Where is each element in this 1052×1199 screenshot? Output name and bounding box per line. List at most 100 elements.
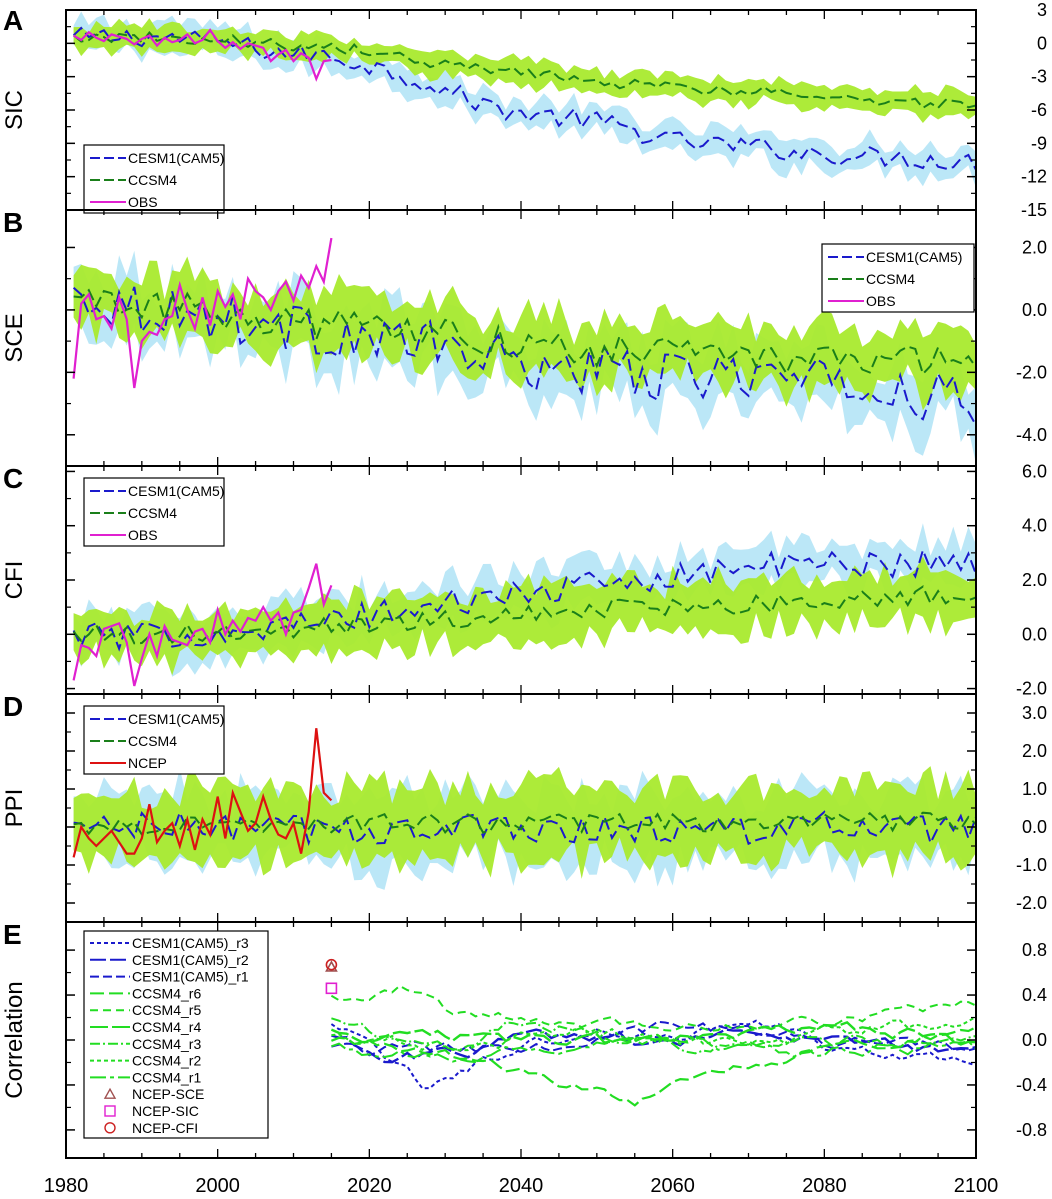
- ytick-label: 2.0: [1022, 570, 1047, 590]
- series-ccsm4: [73, 811, 976, 836]
- legend-label-cesm_r3: CESM1(CAM5)_r3: [132, 935, 249, 951]
- plot-area-e: [325, 958, 976, 1107]
- legend-label-ccsm: CCSM4: [128, 733, 177, 749]
- panel-a: 3 0 -3 -6 -9 -12 -15 A SIC CESM1(CAM5) CCSM4 OBS: [1, 0, 1047, 220]
- band-ccsm4: [73, 766, 976, 879]
- x-axis: 1980 2000 2020 2040 2060 2080 2100: [44, 1175, 999, 1197]
- plot-area-a: [72, 11, 976, 188]
- xtick-label: 2020: [347, 1175, 392, 1197]
- ytick-label: 3.0: [1022, 703, 1047, 723]
- ytick-label: -0.4: [1016, 1075, 1047, 1095]
- series-ccsm4-r5: [330, 984, 976, 1032]
- ytick-label: -15: [1021, 200, 1047, 220]
- legend-label-obs: OBS: [866, 293, 896, 309]
- legend-label-cesm_r2: CESM1(CAM5)_r2: [132, 952, 249, 968]
- series-ccsm4-r2: [331, 1015, 976, 1052]
- panel-letter: B: [3, 207, 23, 238]
- series-ncep: [72, 728, 333, 858]
- legend-label-ccsm_r4: CCSM4_r4: [132, 1019, 201, 1035]
- panel-b: 2.0 0.0 -2.0 -4.0 B SCE CESM1(CAM5) CCSM4 OBS: [1, 207, 1047, 467]
- legend-swatch-m_sic: [104, 1105, 116, 1117]
- plot-area-b: [72, 237, 976, 464]
- plot-area-c: [72, 523, 976, 687]
- legend-label-ccsm_r6: CCSM4_r6: [132, 985, 201, 1001]
- legend: CESM1(CAM5) CCSM4 NCEP: [83, 705, 225, 775]
- band-ccsm4: [73, 556, 976, 676]
- legend-label-cesm: CESM1(CAM5): [128, 483, 224, 499]
- panel-letter: C: [3, 463, 23, 494]
- xtick-label: 2040: [499, 1175, 544, 1197]
- ytick-label: 3: [1037, 0, 1047, 20]
- series-cesm1-cam5-: [72, 286, 976, 426]
- panel-letter: A: [3, 5, 23, 36]
- y-axis-label: CFI: [1, 561, 28, 600]
- ytick-label: 6.0: [1022, 461, 1047, 481]
- ytick-label: -2.0: [1016, 679, 1047, 699]
- marker-ncep-cfi: [325, 958, 338, 971]
- xtick-label: 2080: [802, 1175, 847, 1197]
- legend-label-obs: OBS: [128, 194, 158, 210]
- legend-label-obs: OBS: [128, 527, 158, 543]
- band-ccsm4: [73, 18, 976, 123]
- legend-label-ccsm_r5: CCSM4_r5: [132, 1002, 201, 1018]
- ytick-label: -6: [1031, 100, 1047, 120]
- ytick-label: -2.0: [1016, 362, 1047, 382]
- legend-label-m_sic: NCEP-SIC: [132, 1103, 199, 1119]
- legend: CESM1(CAM5)_r3CESM1(CAM5)_r2CESM1(CAM5)_…: [83, 930, 269, 1139]
- plot-area-d: [72, 728, 976, 890]
- ytick-label: 0.4: [1022, 985, 1047, 1005]
- legend-label-ccsm_r2: CCSM4_r2: [132, 1053, 201, 1069]
- legend-label-m_sce: NCEP-SCE: [132, 1086, 204, 1102]
- legend-label-cesm: CESM1(CAM5): [866, 249, 962, 265]
- marker-ncep-sce: [325, 960, 338, 972]
- series-cesm1-cam5-: [73, 809, 976, 847]
- ytick-label: 0.0: [1022, 817, 1047, 837]
- legend-label-cesm_r1: CESM1(CAM5)_r1: [132, 969, 249, 985]
- ytick-label: 0.8: [1022, 940, 1047, 960]
- legend: CESM1(CAM5) CCSM4 OBS: [83, 477, 225, 547]
- series-cesm1-cam5-: [72, 26, 976, 171]
- y-axis-label: SCE: [1, 313, 28, 362]
- xtick-label: 1980: [44, 1175, 89, 1197]
- ytick-label: 4.0: [1022, 516, 1047, 536]
- ytick-label: 0.0: [1022, 1030, 1047, 1050]
- marker-ncep-sic: [325, 982, 338, 995]
- series-ccsm4: [73, 288, 976, 376]
- legend-label-ccsm_r1: CCSM4_r1: [132, 1069, 201, 1085]
- legend-label-ccsm: CCSM4: [866, 271, 915, 287]
- ytick-label: 2.0: [1022, 237, 1047, 257]
- series-ccsm4: [72, 31, 976, 110]
- ytick-label: 1.0: [1022, 779, 1047, 799]
- legend-label-cesm: CESM1(CAM5): [128, 150, 224, 166]
- y-axis-label: SIC: [1, 90, 28, 130]
- series-ccsm4-r1: [331, 1035, 976, 1064]
- legend-label-ccsm: CCSM4: [128, 505, 177, 521]
- panel-d: 3.0 2.0 1.0 0.0 -1.0 -2.0 D PPI CESM1(CAM5) CCSM4…: [1, 691, 1047, 923]
- ytick-label: 0: [1037, 33, 1047, 53]
- series-obs: [73, 28, 332, 82]
- legend-swatch-m_cfi: [104, 1122, 116, 1134]
- series-cesm1-cam5-r3: [330, 1019, 976, 1090]
- ytick-label: 0.0: [1022, 300, 1047, 320]
- legend: CESM1(CAM5) CCSM4 OBS: [83, 144, 225, 214]
- series-ccsm4-r6: [330, 1026, 976, 1107]
- legend-label-m_cfi: NCEP-CFI: [132, 1120, 198, 1136]
- panel-letter: E: [3, 919, 22, 950]
- ytick-label: -4.0: [1016, 425, 1047, 445]
- legend-label-cesm: CESM1(CAM5): [128, 711, 224, 727]
- legend-label-ncep: NCEP: [128, 755, 167, 771]
- ytick-label: -2.0: [1016, 893, 1047, 913]
- xtick-label: 2000: [195, 1175, 240, 1197]
- legend-swatch-m_sce: [103, 1087, 117, 1099]
- ytick-label: 0.0: [1022, 624, 1047, 644]
- ytick-label: -12: [1021, 167, 1047, 187]
- y-axis-label: Correlation: [1, 981, 28, 1098]
- xtick-label: 2060: [650, 1175, 695, 1197]
- band-ccsm4: [73, 256, 976, 411]
- legend-box: [83, 930, 269, 1139]
- y-axis-label: PPI: [1, 789, 28, 828]
- legend-label-ccsm: CCSM4: [128, 172, 177, 188]
- ytick-label: 2.0: [1022, 741, 1047, 761]
- series-ccsm4: [72, 585, 976, 645]
